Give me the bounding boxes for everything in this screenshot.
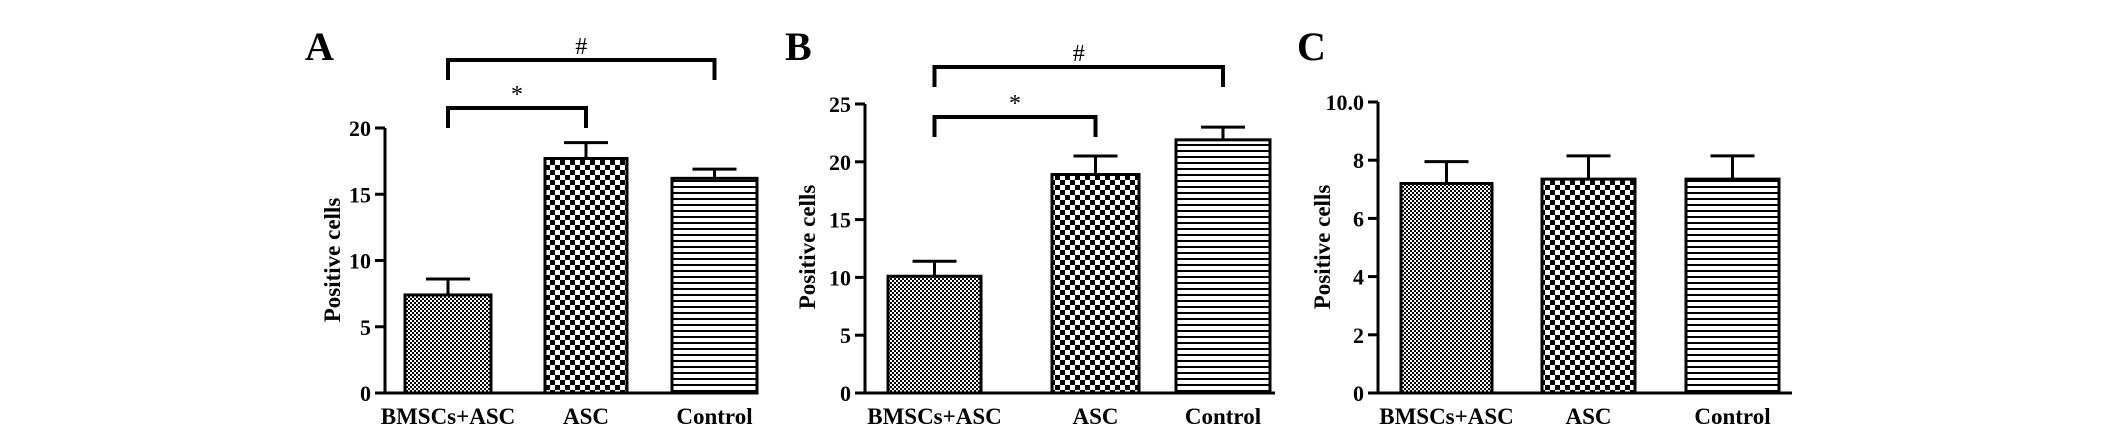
bar-control <box>1174 138 1272 395</box>
y-axis-title: Positive cells <box>795 185 820 310</box>
chart-panel-a: A 0 5 10 15 20 Positive cells BMSCs+ASC ASC Contr… <box>305 24 759 429</box>
panel-letter: A <box>305 24 334 69</box>
y-tick-label: 8 <box>1353 148 1364 173</box>
chart-panel-b: B 0 5 10 15 20 25 Positive cells BMSCs+ASC ASC Con… <box>785 24 1275 429</box>
bar-asc <box>543 156 629 395</box>
panel-letter: C <box>1297 24 1326 69</box>
y-axis-title: Positive cells <box>1310 185 1335 310</box>
y-tick-label: 20 <box>349 116 371 141</box>
y-tick-label: 2 <box>1353 323 1364 348</box>
category-label: Control <box>1185 404 1261 429</box>
y-tick-label: 15 <box>349 182 371 207</box>
y-tick-label: 4 <box>1353 265 1364 290</box>
y-tick-label: 0 <box>360 381 371 406</box>
bar-bmscs-asc <box>886 274 983 395</box>
significance-bracket <box>446 106 588 128</box>
category-label: BMSCs+ASC <box>381 404 516 429</box>
category-label: Control <box>676 404 752 429</box>
significance-label: * <box>1009 91 1021 117</box>
panel-letter: B <box>785 24 812 69</box>
bar-control <box>670 176 759 395</box>
category-label: BMSCs+ASC <box>867 404 1002 429</box>
category-label: Control <box>1694 404 1770 429</box>
bar-asc <box>1540 177 1637 395</box>
bar-asc <box>1050 173 1141 395</box>
bar-bmscs-asc <box>1399 181 1494 395</box>
y-tick-label: 10.0 <box>1326 90 1365 115</box>
chart-panel-c: C 0 2 4 6 8 10.0 Positive cells BMSCs+ASC ASC Cont… <box>1297 24 1792 429</box>
y-tick-label: 10 <box>349 249 371 274</box>
significance-bracket <box>932 115 1098 137</box>
significance-bracket <box>932 65 1225 87</box>
y-tick-label: 6 <box>1353 206 1364 231</box>
y-tick-label: 20 <box>829 150 851 175</box>
y-tick-label: 0 <box>1353 381 1364 406</box>
y-tick-label: 10 <box>829 265 851 290</box>
category-label: ASC <box>1072 404 1118 429</box>
y-tick-label: 5 <box>840 323 851 348</box>
bar-control <box>1684 177 1781 395</box>
bar-bmscs-asc <box>403 293 493 395</box>
y-tick-label: 0 <box>840 381 851 406</box>
y-tick-label: 25 <box>829 92 851 117</box>
significance-bracket <box>446 58 717 80</box>
y-tick-label: 15 <box>829 208 851 233</box>
category-label: BMSCs+ASC <box>1379 404 1514 429</box>
y-axis-title: Positive cells <box>320 198 345 323</box>
significance-label: # <box>575 34 587 60</box>
significance-label: * <box>511 82 523 108</box>
category-label: ASC <box>563 404 609 429</box>
significance-label: # <box>1073 41 1085 67</box>
y-tick-label: 5 <box>360 315 371 340</box>
category-label: ASC <box>1565 404 1611 429</box>
